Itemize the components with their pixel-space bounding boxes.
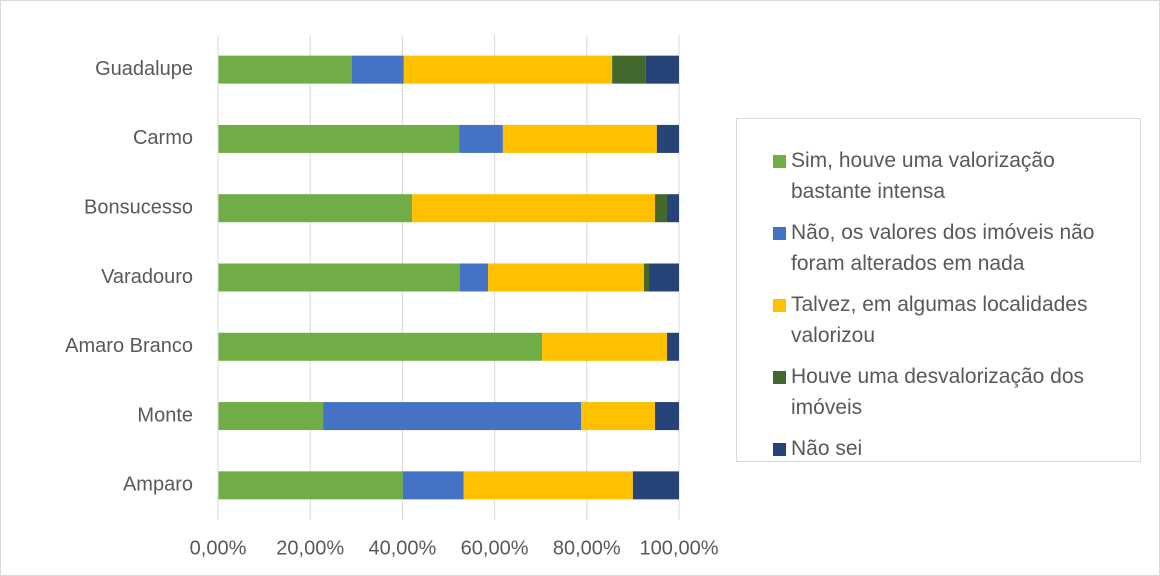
bar-segment xyxy=(218,263,461,292)
bar-segment xyxy=(645,55,679,84)
bar-segment xyxy=(323,402,582,431)
legend-label: Sim, houve uma valorização bastante inte… xyxy=(791,149,1055,203)
bar-segment xyxy=(402,471,464,500)
bar-segment xyxy=(403,55,613,84)
bar-segment xyxy=(655,194,668,223)
legend-entry: Houve uma desvalorização dos imóveis xyxy=(773,361,1140,423)
bar-segment xyxy=(612,55,646,84)
bar-segment xyxy=(632,471,679,500)
x-tick-label: 60,00% xyxy=(461,537,529,559)
legend-label: Talvez, em algumas localidades valorizou xyxy=(791,293,1088,347)
x-tick-label: 20,00% xyxy=(276,537,344,559)
legend-swatch xyxy=(773,443,786,456)
x-tick-label: 80,00% xyxy=(553,537,621,559)
y-tick-label: Guadalupe xyxy=(95,58,193,80)
bar-segment xyxy=(667,332,679,361)
bar-segment xyxy=(218,194,413,223)
bar-segment xyxy=(667,194,679,223)
bar-segment xyxy=(218,471,403,500)
bar-segment xyxy=(218,402,324,431)
y-tick-label: Amaro Branco xyxy=(65,335,193,357)
bar-segment xyxy=(463,471,633,500)
legend-swatch xyxy=(773,227,786,240)
bar-segment xyxy=(218,55,352,84)
legend-entry: Sim, houve uma valorização bastante inte… xyxy=(773,145,1140,207)
bar-segment xyxy=(488,263,644,292)
legend-entry: Talvez, em algumas localidades valorizou xyxy=(773,289,1140,351)
y-tick-label: Carmo xyxy=(133,127,193,149)
legend-swatch xyxy=(773,299,786,312)
legend-label: Houve uma desvalorização dos imóveis xyxy=(791,365,1084,419)
bar-segment xyxy=(412,194,656,223)
y-tick-label: Varadouro xyxy=(101,266,193,288)
legend-label: Não, os valores dos imóveis não foram al… xyxy=(791,221,1095,275)
bar-segment xyxy=(655,402,679,431)
bar-segment xyxy=(459,124,503,153)
legend-swatch xyxy=(773,371,786,384)
bar-segment xyxy=(218,332,543,361)
legend-swatch xyxy=(773,155,786,168)
bar-segment xyxy=(656,124,679,153)
x-tick-label: 0,00% xyxy=(190,537,247,559)
bar-segment xyxy=(643,263,650,292)
bar-segment xyxy=(502,124,657,153)
bar-segment xyxy=(351,55,404,84)
bar-segment xyxy=(460,263,489,292)
legend-entry: Não sei xyxy=(773,433,1140,464)
legend: Sim, houve uma valorização bastante inte… xyxy=(736,118,1141,462)
x-tick-label: 100,00% xyxy=(640,537,719,559)
bar-segment xyxy=(649,263,679,292)
legend-entry: Não, os valores dos imóveis não foram al… xyxy=(773,217,1140,279)
y-tick-label: Bonsucesso xyxy=(84,196,193,218)
bar-segment xyxy=(218,124,460,153)
bar-segment xyxy=(542,332,668,361)
y-tick-label: Monte xyxy=(137,404,193,426)
x-tick-label: 40,00% xyxy=(368,537,436,559)
bar-segment xyxy=(581,402,656,431)
legend-label: Não sei xyxy=(791,437,863,460)
y-tick-label: Amparo xyxy=(123,474,193,496)
